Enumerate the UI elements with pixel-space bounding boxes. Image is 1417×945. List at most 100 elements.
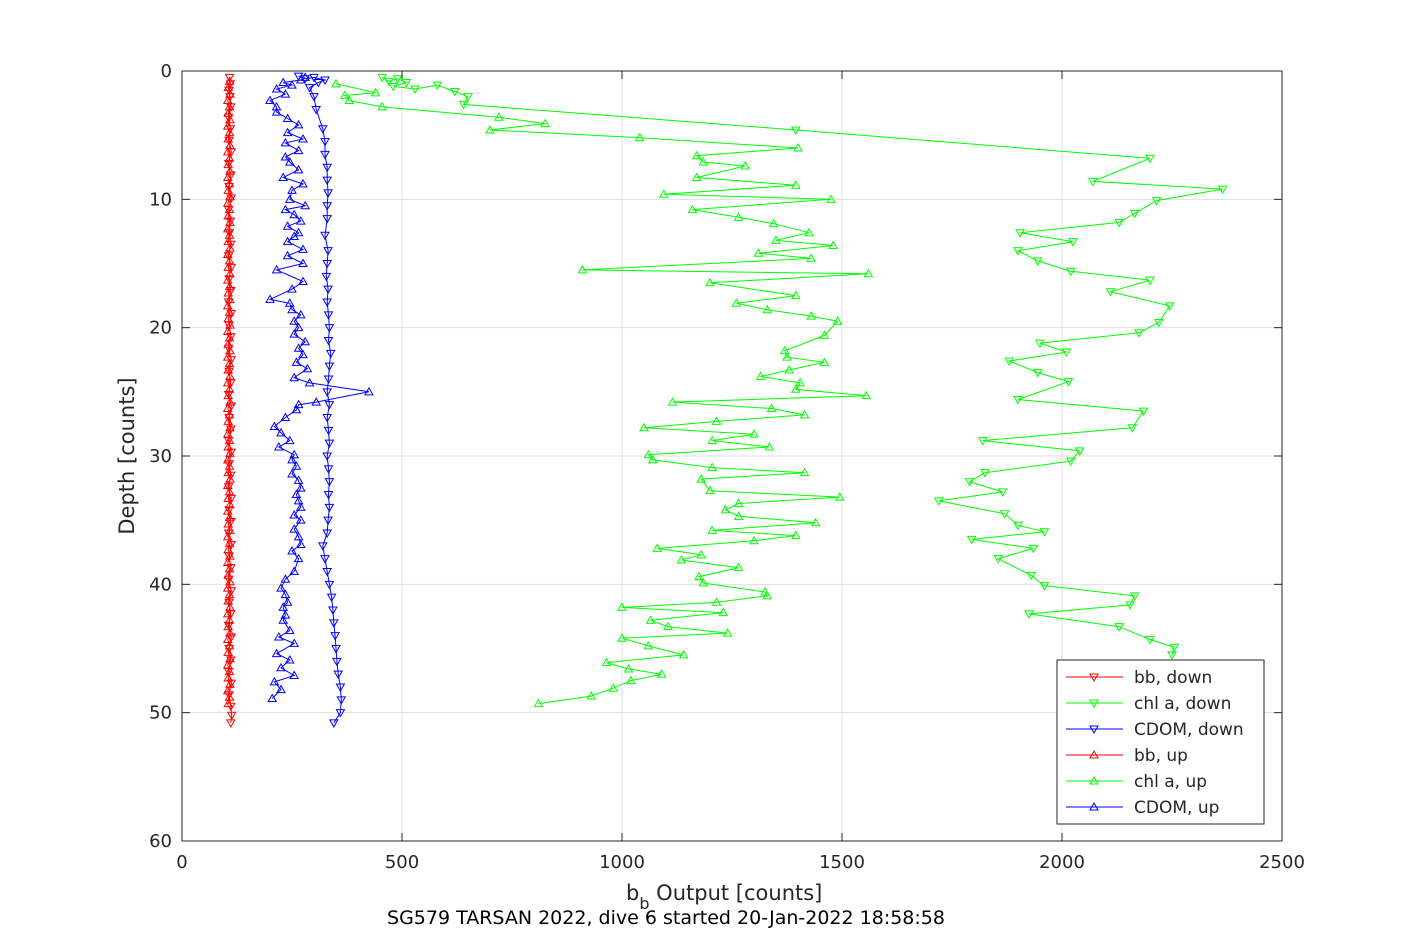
data-point (223, 570, 234, 579)
y-tick-label: 30 (149, 446, 172, 467)
data-point (608, 683, 619, 692)
data-point (222, 583, 233, 592)
data-point (1013, 396, 1023, 405)
data-point (295, 309, 306, 319)
data-point (749, 535, 759, 545)
data-point (224, 409, 235, 419)
data-point (300, 72, 311, 81)
data-point (287, 80, 297, 89)
data-point (224, 563, 235, 573)
data-point (333, 670, 344, 680)
data-point (698, 578, 709, 587)
data-point (828, 240, 839, 250)
data-point (964, 478, 975, 487)
data-point (790, 530, 801, 540)
data-point (324, 503, 335, 513)
data-point (335, 683, 346, 693)
data-point (540, 118, 550, 128)
data-point (271, 101, 282, 111)
data-point (225, 602, 235, 611)
data-point (1032, 257, 1043, 266)
data-point (328, 606, 338, 616)
data-point (224, 255, 235, 265)
data-point (832, 316, 843, 325)
data-point (324, 580, 335, 590)
data-point (289, 524, 300, 533)
x-axis-label-rest: Output [counts] (650, 881, 823, 905)
data-point (304, 377, 315, 387)
data-point (322, 388, 333, 397)
data-point (1151, 197, 1162, 206)
data-point (289, 449, 300, 459)
data-point (298, 244, 308, 253)
x-tick-label: 2500 (1259, 852, 1305, 873)
data-point (225, 653, 235, 663)
legend-marker (1089, 699, 1099, 709)
data-point (1061, 348, 1072, 358)
data-point (323, 189, 333, 198)
data-point (267, 693, 278, 703)
legend-marker (1089, 749, 1099, 759)
legend-entry-label: CDOM, up (1134, 798, 1219, 818)
data-point (762, 304, 773, 314)
data-point (863, 268, 874, 278)
data-point (322, 568, 333, 577)
data-point (696, 549, 707, 559)
data-point (295, 515, 306, 524)
data-point (804, 227, 814, 237)
data-point (222, 660, 233, 669)
data-point (323, 516, 333, 526)
x-tick-label: 2000 (1039, 852, 1085, 873)
data-point (324, 324, 335, 333)
data-point (601, 657, 612, 667)
data-point (1164, 302, 1175, 311)
data-point (1026, 571, 1037, 581)
data-point (678, 649, 689, 659)
data-point (222, 429, 233, 438)
data-point (223, 82, 234, 92)
data-point (364, 386, 374, 396)
data-point (224, 384, 235, 393)
data-point (295, 539, 306, 549)
data-point (449, 88, 460, 97)
data-point (617, 633, 627, 642)
data-point (222, 326, 233, 336)
data-point (223, 673, 234, 682)
data-point (1087, 177, 1098, 187)
data-point (280, 610, 291, 619)
data-point (223, 442, 234, 451)
data-point (273, 442, 284, 451)
data-point (322, 215, 333, 224)
data-point (705, 277, 715, 287)
data-point (222, 634, 233, 644)
data-point (1127, 424, 1138, 433)
data-point (278, 77, 289, 87)
data-point (302, 363, 313, 373)
data-point (225, 397, 235, 406)
data-point (222, 685, 233, 695)
data-point (265, 294, 275, 303)
data-point (269, 676, 280, 686)
data-point (224, 153, 235, 162)
data-point (291, 357, 302, 366)
data-point (370, 87, 381, 97)
data-point (295, 74, 306, 84)
data-point (1013, 521, 1023, 531)
data-point (273, 631, 284, 641)
data-point (222, 506, 233, 515)
data-point (1145, 154, 1155, 164)
data-point (1039, 528, 1050, 537)
x-tick-label: 1500 (819, 852, 865, 873)
data-point (284, 298, 295, 307)
data-point (493, 112, 504, 121)
data-point (289, 209, 300, 219)
x-tick-label: 1000 (599, 852, 645, 873)
data-point (711, 416, 722, 425)
x-axis-label: bb Output [counts] (626, 881, 822, 913)
series-chl-a-down (377, 73, 1228, 660)
data-point (1217, 185, 1228, 195)
data-point (722, 628, 733, 637)
data-point (332, 657, 342, 667)
legend-marker (1089, 725, 1099, 735)
